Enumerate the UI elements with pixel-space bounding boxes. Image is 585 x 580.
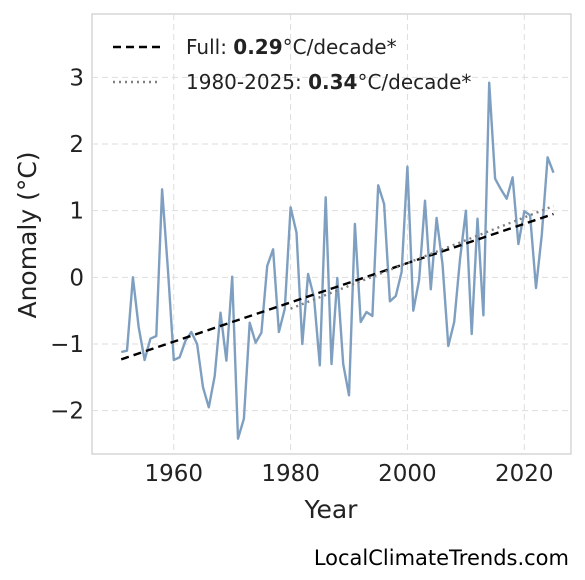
- legend: Full: 0.29°C/decade* 1980-2025: 0.34°C/d…: [113, 35, 471, 94]
- legend-label-full: Full: 0.29°C/decade*: [186, 35, 397, 59]
- legend-label-recent: 1980-2025: 0.34°C/decade*: [186, 70, 471, 94]
- trend-line-recent: [290, 204, 554, 310]
- y-tick-label: −2: [50, 399, 84, 425]
- x-axis-label: Year: [304, 495, 359, 524]
- y-tick-label: 1: [69, 199, 84, 225]
- source-watermark: LocalClimateTrends.com: [313, 546, 569, 570]
- y-axis-label: Anomaly (°C): [13, 151, 42, 318]
- series-layer: [120, 81, 555, 440]
- x-tick-label: 1960: [145, 461, 204, 487]
- y-tick-label: 3: [69, 65, 84, 91]
- y-tick-label: −1: [50, 332, 84, 358]
- anomaly-series-line: [120, 81, 555, 440]
- x-tick-label: 1980: [261, 461, 320, 487]
- x-tick-label: 2020: [495, 461, 554, 487]
- grid: [92, 14, 571, 454]
- y-tick-label: 0: [69, 265, 84, 291]
- trend-layer: [120, 204, 554, 361]
- x-tick-label: 2000: [378, 461, 437, 487]
- trend-line-full: [120, 212, 554, 361]
- tick-labels: 1960 1980 2000 2020 −2 −1 0 1 2 3: [50, 65, 553, 487]
- y-tick-label: 2: [69, 132, 84, 158]
